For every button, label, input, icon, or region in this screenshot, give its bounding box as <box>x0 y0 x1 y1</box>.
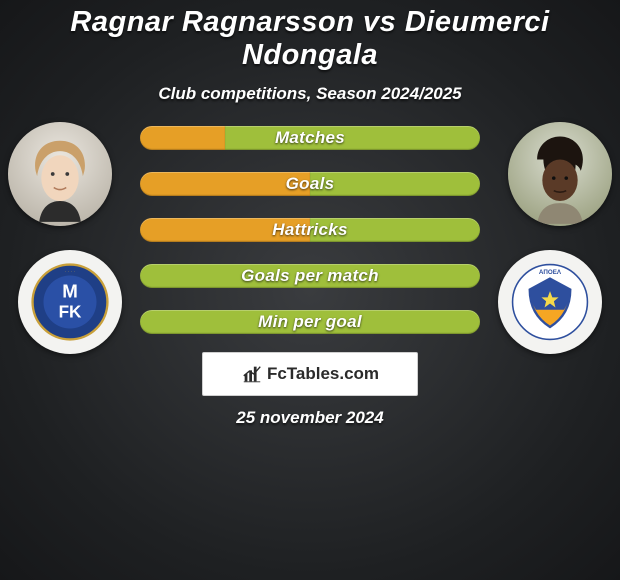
stat-label: Goals per match <box>140 264 480 288</box>
svg-text:ΑΠΟΕΛ: ΑΠΟΕΛ <box>539 269 562 276</box>
molde-crest-icon: M FK · · · · <box>31 263 109 341</box>
stat-row: Min per goal <box>140 310 480 334</box>
stat-row: 412Matches <box>140 126 480 150</box>
stat-row: 00Hattricks <box>140 218 480 242</box>
as-of-date: 25 november 2024 <box>0 408 620 428</box>
page-title: Ragnar Ragnarsson vs Dieumerci Ndongala <box>0 0 620 72</box>
bar-chart-icon <box>241 363 263 385</box>
club-right-badge: ΑΠΟΕΛ <box>498 250 602 354</box>
club-left-badge: M FK · · · · <box>18 250 122 354</box>
player-left-portrait <box>8 122 112 226</box>
player-left-face-icon <box>8 122 112 226</box>
player-right-face-icon <box>508 122 612 226</box>
stat-label: Hattricks <box>140 218 480 242</box>
brand-text: FcTables.com <box>267 364 379 384</box>
stat-row: Goals per match <box>140 264 480 288</box>
svg-text:FK: FK <box>59 302 82 322</box>
subtitle: Club competitions, Season 2024/2025 <box>0 84 620 104</box>
stat-label: Goals <box>140 172 480 196</box>
svg-text:· · · ·: · · · · <box>65 268 75 273</box>
stat-label: Matches <box>140 126 480 150</box>
stat-row: 00Goals <box>140 172 480 196</box>
apoel-crest-icon: ΑΠΟΕΛ <box>511 263 589 341</box>
svg-text:M: M <box>62 280 78 301</box>
stat-label: Min per goal <box>140 310 480 334</box>
stat-bars: 412Matches 00Goals 00Hattricks Goals per ma… <box>140 126 480 334</box>
player-right-portrait <box>508 122 612 226</box>
comparison-card: Ragnar Ragnarsson vs Dieumerci Ndongala … <box>0 0 620 580</box>
brand-box: FcTables.com <box>202 352 418 396</box>
